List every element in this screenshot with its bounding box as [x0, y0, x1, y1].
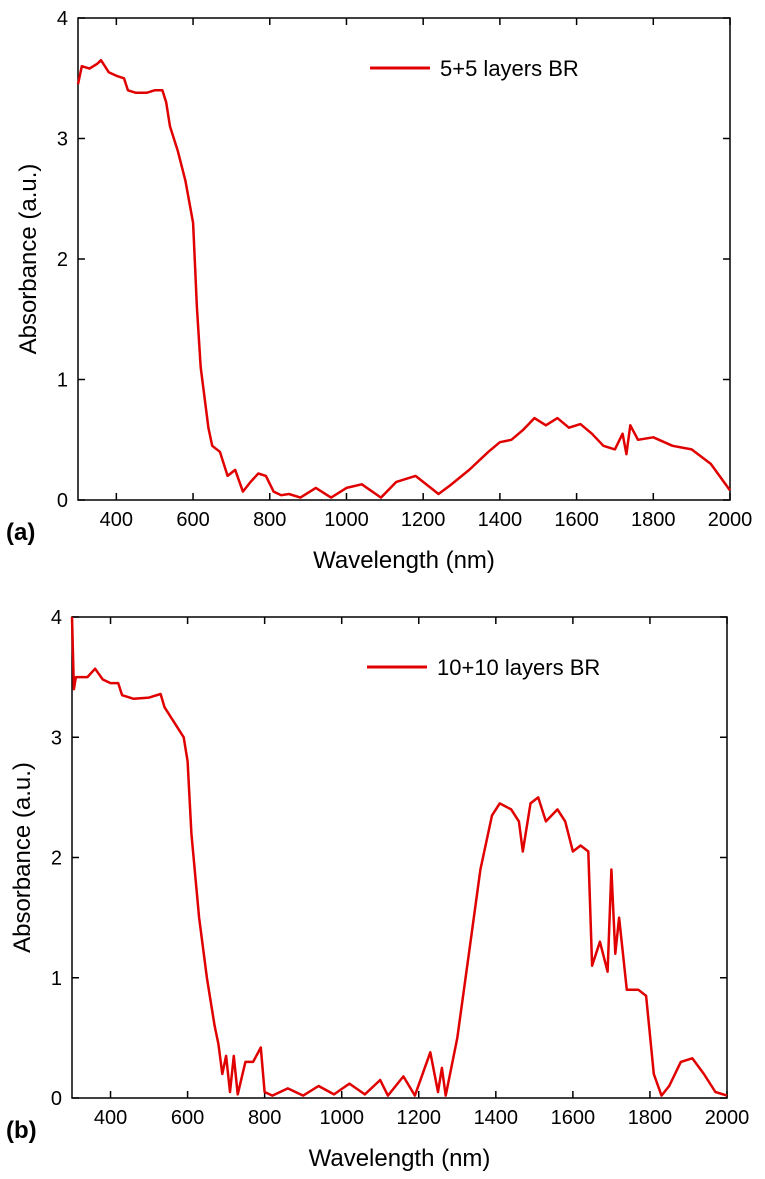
x-tick-label: 600: [171, 1107, 204, 1129]
data-line: [76, 58, 732, 499]
data-line: [70, 616, 728, 1097]
y-tick-label: 3: [57, 129, 68, 151]
panel-label: (a): [6, 519, 35, 546]
x-axis-title: Wavelength (nm): [313, 547, 495, 574]
x-tick-label: 800: [253, 509, 286, 531]
x-tick-label: 1800: [631, 509, 676, 531]
y-tick-label: 2: [51, 848, 62, 870]
x-tick-label: 800: [248, 1107, 281, 1129]
x-tick-label: 1600: [554, 509, 599, 531]
x-tick-label: 1400: [474, 1107, 519, 1129]
x-tick-label: 1600: [551, 1107, 596, 1129]
x-tick-label: 1200: [401, 509, 446, 531]
legend-label: 5+5 layers BR: [440, 56, 579, 81]
y-tick-label: 1: [51, 968, 62, 990]
y-tick-label: 1: [57, 370, 68, 392]
y-axis-title: Absorbance (a.u.): [9, 762, 36, 953]
panel-label: (b): [6, 1117, 37, 1144]
x-tick-label: 400: [100, 509, 133, 531]
y-tick-label: 4: [57, 8, 68, 30]
y-tick-label: 0: [51, 1088, 62, 1110]
x-tick-label: 1000: [319, 1107, 364, 1129]
plot-frame: [71, 616, 728, 1099]
y-axis-title: Absorbance (a.u.): [15, 164, 42, 355]
x-tick-label: 1200: [397, 1107, 442, 1129]
y-tick-label: 2: [57, 249, 68, 271]
x-tick-label: 1800: [628, 1107, 673, 1129]
legend-label: 10+10 layers BR: [437, 655, 600, 680]
x-axis-title: Wavelength (nm): [309, 1145, 491, 1172]
x-tick-label: 400: [94, 1107, 127, 1129]
y-tick-label: 0: [57, 490, 68, 512]
y-tick-label: 4: [51, 607, 62, 629]
x-tick-label: 1000: [324, 509, 369, 531]
x-tick-label: 600: [176, 509, 209, 531]
x-tick-label: 2000: [705, 1107, 750, 1129]
x-tick-label: 1400: [478, 509, 523, 531]
x-tick-label: 2000: [708, 509, 753, 531]
y-tick-label: 3: [51, 727, 62, 749]
